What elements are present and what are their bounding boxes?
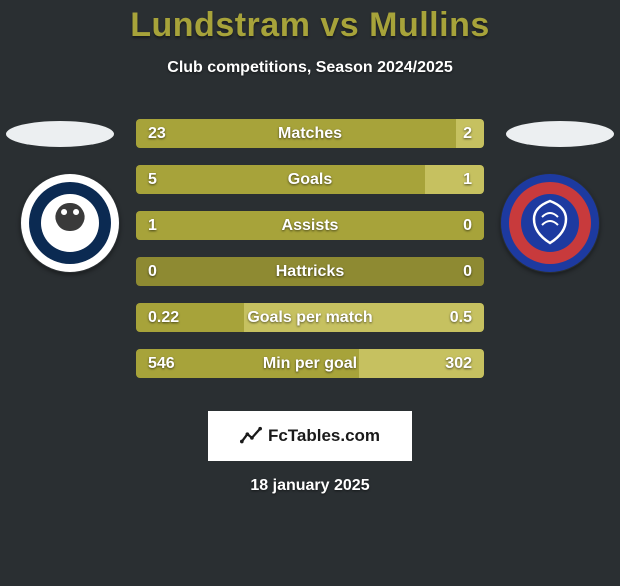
stat-label: Assists bbox=[136, 217, 484, 235]
subtitle: Club competitions, Season 2024/2025 bbox=[0, 59, 620, 77]
stat-label: Matches bbox=[136, 125, 484, 143]
nation-flag-left bbox=[6, 121, 114, 147]
stat-row: 232Matches bbox=[136, 119, 484, 148]
stat-row: 51Goals bbox=[136, 165, 484, 194]
stat-label: Min per goal bbox=[136, 355, 484, 373]
stat-row: 00Hattricks bbox=[136, 257, 484, 286]
stat-bars: 232Matches 51Goals 10Assists 00Hattricks 0.2… bbox=[136, 119, 484, 378]
stat-label: Goals per match bbox=[136, 309, 484, 327]
team-crest-right bbox=[500, 173, 600, 273]
stat-label: Goals bbox=[136, 171, 484, 189]
watermark: FcTables.com bbox=[208, 411, 412, 461]
stat-label: Hattricks bbox=[136, 263, 484, 281]
date-label: 18 january 2025 bbox=[0, 477, 620, 495]
chart-icon bbox=[240, 425, 262, 447]
stat-row: 10Assists bbox=[136, 211, 484, 240]
team-crest-left bbox=[20, 173, 120, 273]
comparison-panel: 232Matches 51Goals 10Assists 00Hattricks 0.2… bbox=[0, 119, 620, 399]
page-title: Lundstram vs Mullins bbox=[0, 6, 620, 45]
nation-flag-right bbox=[506, 121, 614, 147]
stat-row: 546302Min per goal bbox=[136, 349, 484, 378]
stat-row: 0.220.5Goals per match bbox=[136, 303, 484, 332]
watermark-text: FcTables.com bbox=[268, 426, 380, 446]
